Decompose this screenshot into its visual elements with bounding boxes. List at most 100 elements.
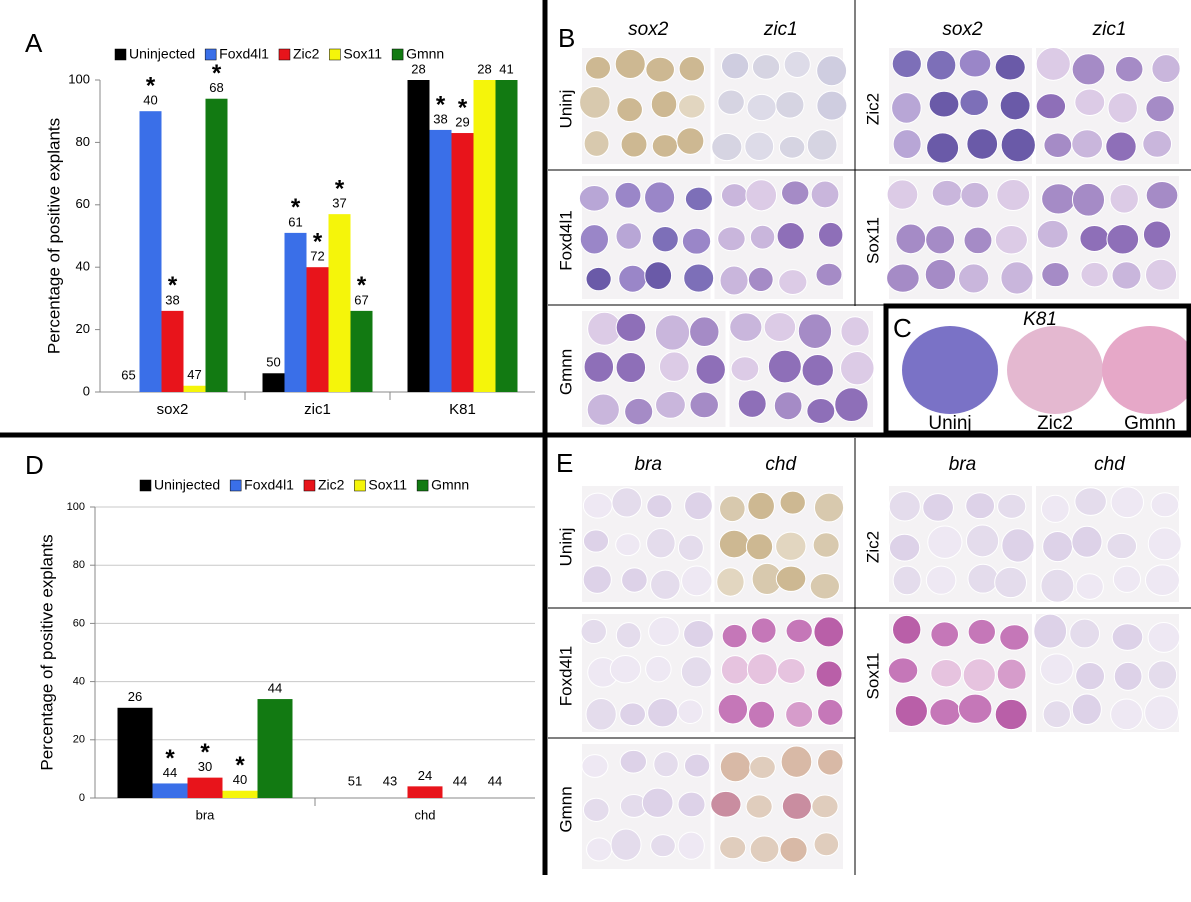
significance-star: * <box>313 229 323 256</box>
explant <box>813 832 840 857</box>
explant <box>747 266 774 293</box>
explant <box>1041 261 1070 288</box>
explant <box>886 263 920 293</box>
significance-star: * <box>335 176 345 203</box>
explant <box>619 749 648 774</box>
legend-swatch <box>391 48 404 61</box>
explant <box>677 699 704 725</box>
column-label: zic1 <box>1092 19 1127 40</box>
explant <box>647 698 679 728</box>
explant <box>886 179 919 210</box>
explant <box>584 56 612 80</box>
explant <box>1111 261 1142 290</box>
y-tick-label: 20 <box>73 734 85 746</box>
explant <box>614 181 642 209</box>
explant <box>925 565 957 595</box>
explant <box>806 129 838 161</box>
explant <box>929 698 962 726</box>
legend-label: Gmnn <box>406 46 444 62</box>
explant <box>677 791 706 818</box>
explant <box>616 97 643 123</box>
explant <box>811 794 839 819</box>
bar <box>306 267 329 392</box>
c-label: Uninj <box>928 413 971 434</box>
bar <box>187 777 223 798</box>
n-label: 29 <box>455 114 469 129</box>
explant <box>813 492 845 523</box>
n-label: 28 <box>411 61 425 76</box>
explant <box>806 398 836 424</box>
explant <box>645 56 675 83</box>
bar <box>495 80 518 392</box>
explant <box>1151 54 1181 84</box>
y-tick-label: 60 <box>76 196 90 211</box>
panel-letter: E <box>556 448 573 478</box>
explant <box>840 350 875 386</box>
explant <box>967 618 996 645</box>
explant <box>658 351 690 382</box>
explant <box>648 616 680 647</box>
explant <box>924 258 957 291</box>
explant <box>651 134 679 158</box>
explant <box>578 185 610 212</box>
explant <box>641 787 674 818</box>
explant <box>1142 130 1173 158</box>
explant <box>1110 486 1144 519</box>
explant <box>810 180 840 209</box>
explant <box>930 621 960 648</box>
explant <box>930 658 963 688</box>
explant <box>1043 132 1073 158</box>
n-label: 67 <box>354 292 368 307</box>
explant <box>645 655 672 683</box>
explant <box>1035 47 1071 81</box>
explant <box>1001 528 1035 563</box>
explant <box>1079 224 1110 252</box>
explant <box>1145 95 1175 123</box>
explant <box>797 313 833 349</box>
explant <box>745 179 778 212</box>
legend-label: Zic2 <box>293 46 320 62</box>
explant <box>646 494 673 519</box>
y-tick-label: 20 <box>76 321 90 336</box>
n-label: 50 <box>266 355 280 370</box>
row-label: Gmnn <box>556 349 575 395</box>
bar <box>328 214 351 392</box>
explant <box>965 524 1000 558</box>
explant <box>1036 219 1069 249</box>
explant <box>778 269 808 295</box>
explant <box>776 222 805 250</box>
explant <box>580 618 607 645</box>
explant <box>610 828 642 861</box>
n-label: 40 <box>143 93 157 108</box>
explant <box>994 224 1028 255</box>
explant <box>996 178 1031 212</box>
explant <box>1042 531 1074 563</box>
explant <box>717 89 745 115</box>
explant <box>999 90 1031 121</box>
explant <box>683 263 715 293</box>
explant <box>781 180 810 206</box>
explant <box>783 50 811 79</box>
explant <box>773 391 803 421</box>
explant <box>997 493 1027 519</box>
explant <box>894 694 928 727</box>
explant <box>721 623 748 649</box>
row-label: Uninj <box>556 528 575 567</box>
explant <box>1000 127 1036 163</box>
explant <box>1106 532 1138 560</box>
explant <box>582 565 612 594</box>
explant <box>747 491 775 521</box>
explant <box>1071 525 1103 558</box>
explant <box>614 48 646 80</box>
explant <box>677 831 705 860</box>
explant <box>888 533 921 562</box>
explant <box>684 186 713 212</box>
explant <box>892 129 922 159</box>
explant <box>817 698 844 726</box>
y-tick-label: 100 <box>68 71 90 86</box>
explant <box>585 697 617 731</box>
explant <box>959 89 989 117</box>
explant <box>618 264 648 293</box>
explant <box>1144 695 1179 731</box>
explant <box>994 698 1028 731</box>
